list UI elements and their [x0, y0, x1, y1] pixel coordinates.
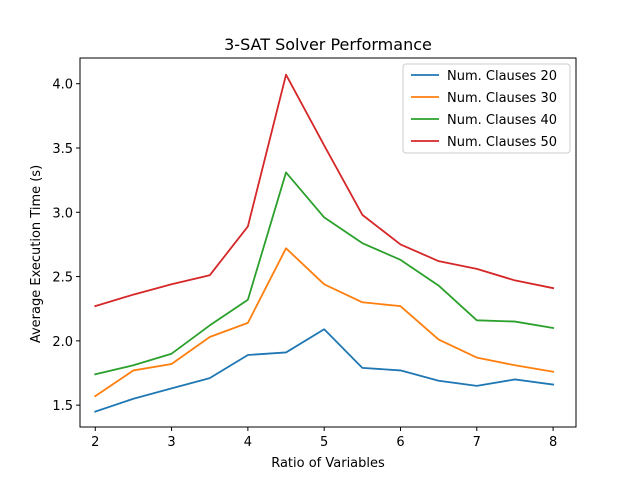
series-lines [94, 73, 555, 413]
x-axis: 2 3 4 5 6 7 8 [91, 427, 557, 450]
y-axis-label: Average Execution Time (s) [29, 165, 44, 343]
x-tick-label: 3 [167, 435, 175, 450]
chart-title: 3-SAT Solver Performance [224, 35, 432, 54]
series-line-2 [94, 247, 555, 398]
x-tick-label: 6 [396, 435, 404, 450]
y-tick-label: 2.5 [52, 271, 73, 286]
legend-label: Num. Clauses 30 [447, 91, 557, 106]
x-tick-label: 4 [244, 435, 252, 450]
axes-frame [79, 57, 577, 428]
x-tick-label: 8 [549, 435, 557, 450]
x-axis-label: Ratio of Variables [271, 456, 385, 471]
y-tick-label: 4.0 [52, 78, 73, 93]
series-line-3 [94, 171, 555, 376]
series-line-1 [94, 328, 555, 413]
y-axis: 1.5 2.0 2.5 3.0 3.5 4.0 [52, 78, 80, 414]
y-tick-label: 2.0 [52, 335, 73, 350]
legend: Num. Clauses 20 Num. Clauses 30 Num. Claus… [402, 63, 571, 154]
legend-label: Num. Clauses 40 [447, 113, 557, 128]
legend-label: Num. Clauses 20 [447, 69, 557, 84]
x-tick-label: 7 [473, 435, 481, 450]
y-tick-label: 3.0 [52, 206, 73, 221]
legend-box [402, 63, 571, 154]
legend-label: Num. Clauses 50 [447, 135, 557, 150]
y-tick-label: 3.5 [52, 142, 73, 157]
series-line-4 [94, 73, 555, 308]
x-tick-label: 2 [91, 435, 99, 450]
y-tick-label: 1.5 [52, 399, 73, 414]
x-tick-label: 5 [320, 435, 328, 450]
